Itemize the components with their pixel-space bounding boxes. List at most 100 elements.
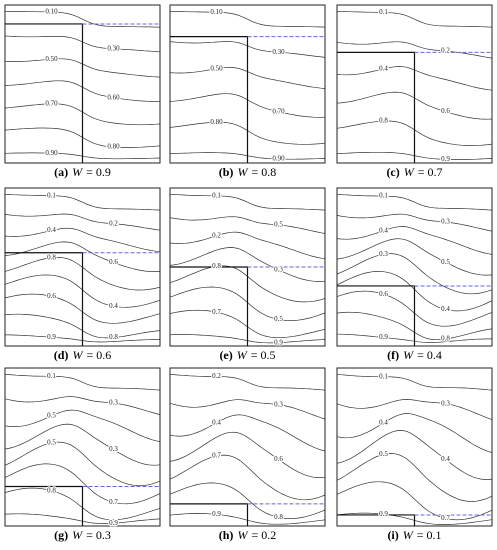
block-edge [5,485,84,526]
contour-label: 0.80 [210,118,223,126]
contour-label: 0.1 [379,192,388,200]
contour-label: 0.6 [274,455,283,463]
contour-label: 0.4 [441,455,450,463]
contour-line [169,482,326,519]
contour-line [169,414,326,452]
block-edge [5,23,84,163]
contour-label: 0.30 [272,48,285,56]
contour-line [4,227,161,253]
contour-label: 0.4 [47,226,56,234]
contour-line [169,373,326,391]
contour-label: 0.5 [47,438,56,446]
contour-label: 0.5 [274,315,283,323]
contour-label: 0.6 [441,107,450,115]
contour-label: 0.8 [379,117,388,125]
contour-label: 0.9 [47,333,56,341]
contour-line [4,373,161,391]
contour-label: 0.2 [441,47,450,55]
contour-label: 0.4 [109,302,118,310]
panel: 0.1 0.3 0.5 0.3 0.5 0.7 0.8 0.9 (g) W = 0.3 [4,367,161,542]
contour-label: 0.3 [441,399,450,407]
contour-label: 0.9 [441,155,450,163]
contour-label: 0.6 [47,292,56,300]
contour-line [169,431,326,478]
contour-label: 0.10 [45,8,58,16]
contour-line [169,399,326,420]
contour-line [336,213,493,232]
caption-value-text: = 0.1 [417,528,442,542]
caption-value-text: = 0.3 [86,528,111,542]
panel-frame [169,367,326,527]
contour-label: 0.60 [107,93,120,101]
contour-line [4,409,161,442]
contour-label: 0.8 [441,335,450,343]
panel: 0.1 0.3 0.4 0.4 0.5 0.7 0.9 (i) W = 0.1 [336,367,493,542]
contour-line [4,441,161,487]
contour-line [336,413,493,453]
contour-label: 0.3 [274,400,283,408]
contour-label: 0.10 [210,8,223,16]
panel: 0.10 0.30 0.50 0.70 0.80 0.90 (b) W = 0.8 [169,4,326,179]
caption-value-text: = 0.7 [418,165,443,179]
caption: (c) W = 0.7 [386,165,442,179]
caption-value-text: = 0.6 [86,348,111,362]
caption-variable: W [404,165,415,179]
block-edge [170,503,249,526]
contour-label: 0.9 [109,519,118,527]
contour-label: 0.8 [47,253,56,261]
caption-letter: (h) [219,528,234,542]
caption-value-text: = 0.9 [86,165,111,179]
caption: (i) W = 0.1 [387,528,441,542]
contour-label: 0.1 [379,372,388,380]
caption: (f) W = 0.4 [387,348,442,362]
contour-label: 0.3 [274,266,283,274]
contour-line [4,396,161,415]
caption-value-text: = 0.4 [417,348,442,362]
contour-line [336,399,493,420]
contour-label: 0.90 [45,149,58,157]
block-edge [337,51,416,163]
caption-variable: W [237,528,248,542]
contour-label: 0.3 [109,445,118,453]
caption: (a) W = 0.9 [54,165,111,179]
panel: 0.1 0.2 0.4 0.6 0.8 0.4 0.6 0.8 0.9 (d) W = 0.6 [4,187,161,362]
contour-label: 0.9 [379,333,388,341]
contour-line [336,430,493,480]
caption-letter: (a) [54,165,68,179]
caption: (e) W = 0.5 [219,348,275,362]
contour-label: 0.50 [45,55,58,63]
contour-label: 0.1 [212,191,221,199]
caption-value-text: = 0.8 [251,165,276,179]
contour-label: 0.7 [212,451,221,459]
caption-variable: W [72,165,83,179]
contour-label: 0.6 [109,258,118,266]
contour-label: 0.9 [379,510,388,518]
contour-label: 0.1 [379,8,388,16]
contour-line [4,193,161,211]
contour-label: 0.9 [212,510,221,518]
panel: 0.1 0.2 0.4 0.6 0.8 0.9 (c) W = 0.7 [336,4,493,179]
contour-line [4,10,160,28]
contour-label: 0.80 [107,143,120,151]
contour-line [336,253,493,295]
contour-label: 0.5 [379,450,388,458]
caption-variable: W [403,528,414,542]
caption-variable: W [237,348,248,362]
caption-variable: W [403,348,414,362]
contour-label: 0.8 [212,262,221,270]
contour-line [4,463,161,505]
caption: (g) W = 0.3 [54,528,111,542]
caption-variable: W [237,165,248,179]
caption-value-text: = 0.5 [251,348,276,362]
contour-label: 0.2 [109,219,118,227]
panel-frame [336,367,493,527]
contour-line [336,238,493,276]
contour-label: 0.4 [212,418,221,426]
contour-label: 0.50 [210,64,223,72]
contour-line [169,454,326,501]
contour-label: 0.7 [212,308,221,316]
caption-value-text: = 0.2 [251,528,276,542]
contour-label: 0.90 [272,155,285,163]
contour-line [4,423,161,466]
contour-label: 0.8 [274,513,283,521]
